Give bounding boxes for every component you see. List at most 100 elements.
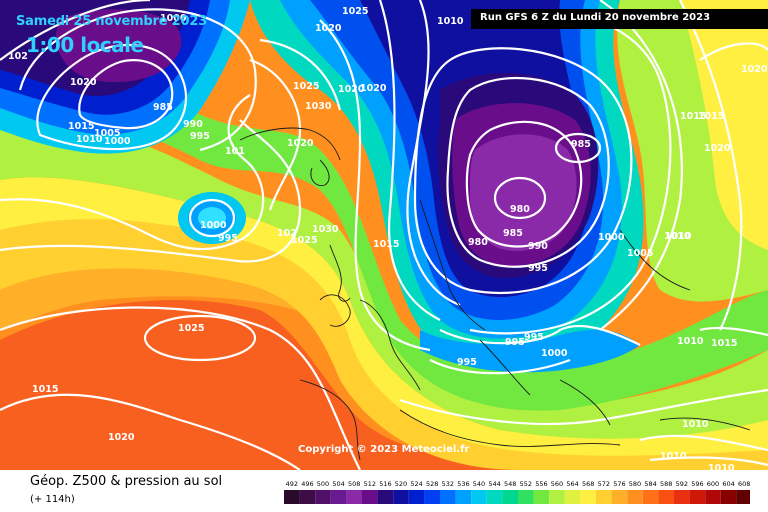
isobar-label: 1025 <box>291 235 317 246</box>
isobar-label: 1000 <box>160 13 187 24</box>
weather-map: 1000 1020 1025 1010 1020 1020 1015 102 1020 985 99… <box>0 0 768 470</box>
valid-date: Samedi 25 novembre 2023 <box>16 14 208 29</box>
scale-swatch <box>549 490 565 504</box>
scale-tick-label: 572 <box>598 480 610 488</box>
scale-swatch <box>736 490 750 504</box>
isobar-label: 995 <box>524 332 544 343</box>
scale-tick-label: 536 <box>457 480 469 488</box>
scale-tick-label: 524 <box>410 480 422 488</box>
isobar-label: 980 <box>510 204 530 215</box>
scale-tick-label: 604 <box>722 480 734 488</box>
isobar-label: 990 <box>183 119 203 130</box>
run-info-box <box>471 9 768 29</box>
scale-tick-label: 516 <box>379 480 391 488</box>
isobar-label: 995 <box>528 263 548 274</box>
scale-swatch <box>299 490 316 504</box>
scale-swatch <box>642 490 659 504</box>
band-east-2 <box>680 0 768 250</box>
isobar-label: 995 <box>457 357 477 368</box>
scale-swatch <box>346 490 362 504</box>
color-scale: 492 496 500 504 508 512 516 520 524 528 532 536 540 5… <box>284 480 750 504</box>
isobar-label: 1020 <box>704 143 731 154</box>
isobar-label: 1010 <box>677 336 704 347</box>
warm-band-south <box>0 300 768 470</box>
scale-swatch <box>627 490 643 504</box>
scale-swatch <box>315 490 331 504</box>
isobar-label: 1015 <box>680 111 706 122</box>
scale-swatch <box>393 490 409 504</box>
band-568 <box>0 177 768 456</box>
map-footer: Géop. Z500 & pression au sol (+ 114h) 49… <box>0 470 768 512</box>
scale-swatch <box>408 490 425 504</box>
scale-swatch <box>705 490 721 504</box>
isobar-label: 1000 <box>598 232 625 243</box>
scale-tick-label: 548 <box>504 480 516 488</box>
scale-swatch <box>689 490 706 504</box>
isobar-label: 1010 <box>682 419 709 430</box>
scale-tick-label: 520 <box>395 480 407 488</box>
product-title: Géop. Z500 & pression au sol <box>30 474 223 489</box>
scale-swatch <box>377 490 394 504</box>
scale-tick-label: 504 <box>332 480 344 488</box>
scale-tick-label: 556 <box>535 480 547 488</box>
isobar-label: 1005 <box>94 128 120 139</box>
trough-core <box>470 134 577 252</box>
isobar-label: 1015 <box>711 338 737 349</box>
coastlines <box>239 127 751 461</box>
scale-swatch <box>611 490 628 504</box>
scale-tick-label: 528 <box>426 480 438 488</box>
isobar-label: 1000 <box>104 136 131 147</box>
isobar-label: 1020 <box>287 138 314 149</box>
isobar-label: 1010 <box>76 134 103 145</box>
isobar-label: 1030 <box>305 101 332 112</box>
isobar-label: 1020 <box>70 77 97 88</box>
isobar-label: 1020 <box>360 83 387 94</box>
isobar-label: 1000 <box>541 348 568 359</box>
isobar-label: 1020 <box>338 84 365 95</box>
scale-tick-label: 532 <box>442 480 454 488</box>
scale-swatch <box>362 490 378 504</box>
isobar-label: 985 <box>153 102 173 113</box>
scale-tick-label: 508 <box>348 480 360 488</box>
scale-swatch <box>330 490 347 504</box>
isobar-label: 995 <box>505 337 525 348</box>
isobar-label: 1030 <box>312 224 339 235</box>
isobar-label: 1015 <box>698 111 724 122</box>
scale-tick-label: 600 <box>707 480 719 488</box>
scale-tick-label: 584 <box>644 480 656 488</box>
isobar-label: 102 <box>277 228 297 239</box>
geopotential-field: 1000102010251010102010201015102102098599… <box>0 0 768 470</box>
scale-swatch <box>580 490 596 504</box>
scale-tick-label: 596 <box>691 480 703 488</box>
isobar-label: 1010 <box>660 451 687 462</box>
scale-tick-label: 564 <box>566 480 578 488</box>
isobar-label: 1020 <box>741 64 768 75</box>
scale-tick-label: 496 <box>301 480 313 488</box>
cutoff-3 <box>198 207 226 229</box>
scale-swatch <box>596 490 612 504</box>
valid-time: 1:00 locale <box>26 33 144 57</box>
scale-swatch <box>533 490 550 504</box>
scale-tick-label: 512 <box>364 480 376 488</box>
isobar-label: 980 <box>468 237 488 248</box>
band-576 <box>0 217 768 470</box>
copyright: Copyright © 2023 Meteociel.fr <box>298 444 470 455</box>
scale-tick-label: 608 <box>738 480 750 488</box>
scale-swatch <box>424 490 440 504</box>
isobar-label: 1025 <box>293 81 319 92</box>
isobar-label: 1015 <box>32 384 58 395</box>
scale-tick-label: 500 <box>317 480 329 488</box>
scale-swatch <box>658 490 674 504</box>
scale-tick-label: 592 <box>676 480 688 488</box>
scale-swatch <box>440 490 456 504</box>
isobar-label: 101 <box>225 146 245 157</box>
isobar-label: 995 <box>190 131 210 142</box>
isobar-label: 990 <box>528 241 548 252</box>
scale-tick-label: 492 <box>286 480 298 488</box>
isobar-label: 102 <box>8 51 28 62</box>
isobar-labels: 1000102010251010102010201015102102098599… <box>8 6 768 470</box>
isobar-label: 1015 <box>68 121 94 132</box>
isobar-label: 1015 <box>373 239 399 250</box>
scale-swatch <box>674 490 690 504</box>
isobar-label: 1000 <box>200 220 227 231</box>
